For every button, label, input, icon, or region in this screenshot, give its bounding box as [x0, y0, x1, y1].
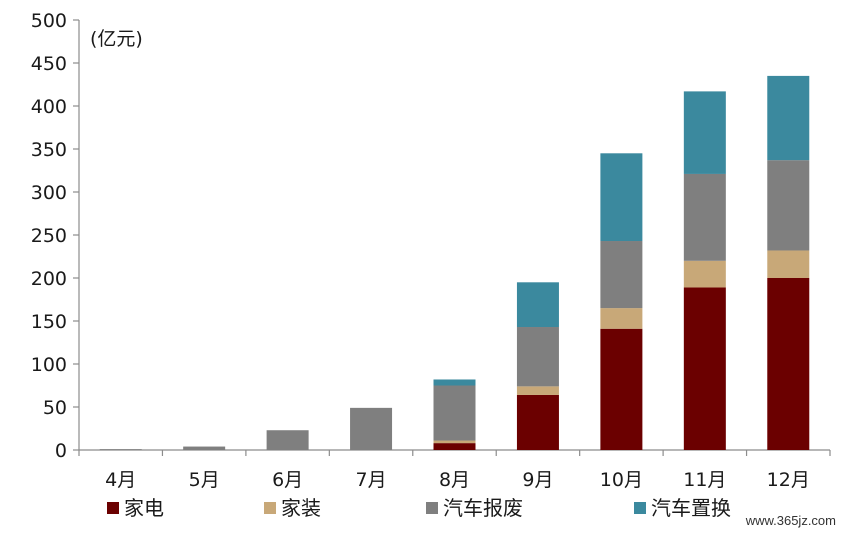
legend: 家电 家装 汽车报废 汽车置换 — [107, 496, 731, 520]
bar-segment-3 — [600, 153, 643, 242]
legend-label: 汽车报废 — [443, 496, 523, 520]
legend-swatch — [264, 502, 276, 514]
x-tick-label: 7月 — [356, 469, 387, 491]
y-tick-label: 450 — [31, 53, 67, 75]
bar-segment-0 — [767, 278, 810, 450]
bar-segment-0 — [433, 443, 476, 450]
bar-segment-1 — [516, 386, 559, 395]
bar-segment-2 — [767, 160, 810, 251]
bar-segment-2 — [99, 449, 142, 450]
legend-label: 汽车置换 — [651, 496, 731, 520]
bar-segment-3 — [683, 91, 726, 174]
bar-segment-0 — [683, 287, 726, 450]
legend-swatch — [426, 502, 438, 514]
y-tick-label: 150 — [31, 311, 67, 333]
bar-segment-2 — [183, 446, 226, 450]
bar-segment-0 — [600, 328, 643, 450]
x-tick-label: 6月 — [272, 469, 303, 491]
y-tick-label: 300 — [31, 182, 67, 204]
x-tick-label: 12月 — [767, 469, 810, 491]
bar-segment-1 — [767, 250, 810, 278]
bar-segment-1 — [683, 260, 726, 288]
x-tick-label: 10月 — [600, 469, 643, 491]
bar-segment-1 — [600, 308, 643, 329]
y-tick-label: 50 — [43, 397, 67, 419]
y-unit-label: (亿元) — [90, 28, 143, 50]
x-tick-label: 8月 — [439, 469, 470, 491]
y-tick-label: 500 — [31, 10, 67, 32]
y-tick-label: 250 — [31, 225, 67, 247]
y-tick-label: 400 — [31, 96, 67, 118]
bar-segment-2 — [516, 327, 559, 387]
y-tick-label: 350 — [31, 139, 67, 161]
bar-segment-2 — [350, 407, 393, 450]
bar-segment-2 — [600, 241, 643, 309]
bar-segment-2 — [683, 173, 726, 261]
watermark: www.365jz.com — [745, 513, 836, 528]
x-tick-label: 9月 — [522, 469, 553, 491]
y-tick-label: 0 — [55, 440, 67, 462]
bar-segment-2 — [266, 430, 309, 450]
bar-segment-1 — [433, 440, 476, 444]
bar-segment-2 — [433, 385, 476, 441]
x-axis-ticks: 4月 5月 6月 7月 8月 9月 10月 11月 12月 — [78, 450, 831, 491]
bar-segment-3 — [433, 379, 476, 386]
bar-segment-3 — [516, 282, 559, 328]
legend-swatch — [107, 502, 119, 514]
y-axis-ticks: 0 50 100 150 200 250 300 350 400 450 500 — [31, 10, 79, 462]
bars — [99, 75, 810, 450]
x-tick-label: 11月 — [683, 469, 726, 491]
y-tick-label: 200 — [31, 268, 67, 290]
legend-label: 家电 — [124, 496, 164, 520]
legend-swatch — [634, 502, 646, 514]
x-tick-label: 4月 — [105, 469, 136, 491]
bar-segment-0 — [516, 394, 559, 450]
legend-label: 家装 — [281, 496, 321, 520]
bar-segment-3 — [767, 75, 810, 161]
y-tick-label: 100 — [31, 354, 67, 376]
x-tick-label: 5月 — [189, 469, 220, 491]
